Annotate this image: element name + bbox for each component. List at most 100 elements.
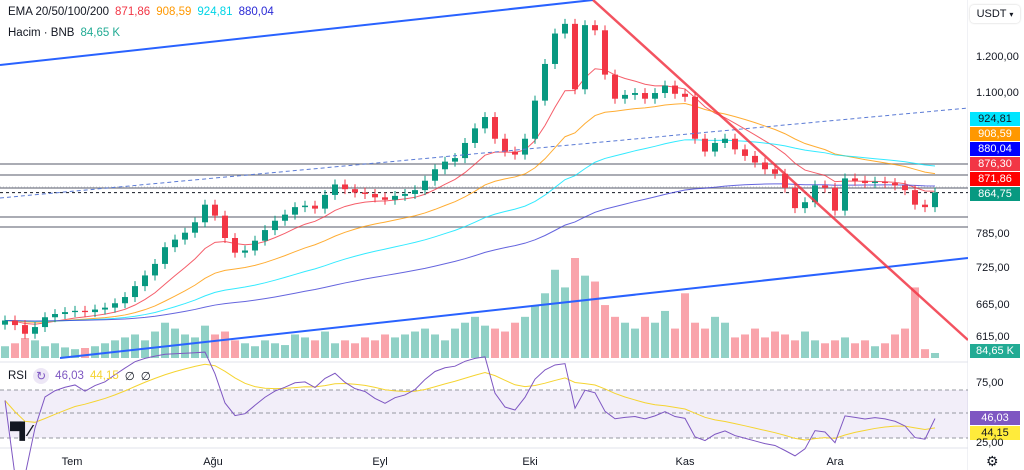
price-badge: 908,59 <box>970 127 1020 141</box>
candle-body <box>332 184 338 195</box>
candle-body <box>502 138 508 152</box>
candle-body <box>72 310 78 313</box>
candle-body <box>642 93 648 99</box>
volume-bar <box>61 347 69 358</box>
volume-bar <box>321 331 329 358</box>
volume-bar <box>701 328 709 358</box>
ema200-value: 880,04 <box>238 6 274 18</box>
volume-bar <box>181 334 189 358</box>
ema20-value: 871,86 <box>115 6 151 18</box>
volume-value: 84,65 K <box>80 27 121 39</box>
candle-body <box>882 181 888 184</box>
volume-bar <box>221 331 229 358</box>
candle-body <box>602 30 608 75</box>
volume-bar <box>11 343 19 358</box>
candle-body <box>692 96 698 139</box>
price-tick: 1.100,00 <box>976 87 1019 99</box>
volume-bar <box>71 349 79 358</box>
volume-bar <box>901 328 909 358</box>
candle-body <box>152 263 158 276</box>
volume-bar <box>841 337 849 358</box>
volume-bar <box>451 328 459 358</box>
candle-body <box>612 74 618 99</box>
candle-body <box>402 193 408 196</box>
ema200-line <box>4 183 936 322</box>
volume-bar <box>541 293 549 358</box>
volume-bar <box>301 337 309 358</box>
volume-bar <box>241 343 249 358</box>
volume-bar <box>731 337 739 358</box>
candle-body <box>342 184 348 190</box>
candle-body <box>272 220 278 231</box>
volume-bar <box>331 343 339 358</box>
volume-bar <box>271 343 279 358</box>
volume-bar <box>171 328 179 358</box>
rsi-legend: RSI ↻ 46,03 44,15 ∅ ∅ <box>8 368 151 384</box>
candle-body <box>682 93 688 97</box>
price-badge: 864,75 <box>970 187 1020 201</box>
volume-bar <box>121 337 129 358</box>
candle-body <box>782 173 788 188</box>
volume-bar <box>401 334 409 358</box>
candle-body <box>832 187 838 211</box>
volume-bar <box>251 346 259 358</box>
volume-bar <box>501 331 509 358</box>
rsi-band <box>0 390 968 438</box>
candle-body <box>362 192 368 194</box>
candle-body <box>312 205 318 209</box>
currency-button[interactable]: USDT ▾ <box>970 5 1020 23</box>
candle-body <box>172 239 178 248</box>
candle-body <box>222 215 228 239</box>
candle-body <box>192 222 198 233</box>
volume-bar <box>761 337 769 358</box>
volume-bar <box>391 337 399 358</box>
price-tick: 785,00 <box>976 228 1010 240</box>
volume-bar <box>721 322 729 358</box>
rsi-tick: 25,00 <box>976 437 1004 449</box>
candle-body <box>482 117 488 129</box>
volume-bar <box>41 346 49 358</box>
volume-bar <box>931 353 939 358</box>
candle-body <box>852 178 858 181</box>
volume-bar <box>851 343 859 358</box>
price-chart[interactable] <box>0 0 968 470</box>
candle-body <box>322 194 328 209</box>
candle-body <box>132 286 138 298</box>
candle-body <box>892 183 898 186</box>
volume-bar <box>431 334 439 358</box>
candle-body <box>672 85 678 94</box>
candle-body <box>212 204 218 216</box>
volume-bar <box>341 340 349 358</box>
volume-bar <box>581 275 589 358</box>
candle-body <box>742 149 748 156</box>
candle-body <box>162 247 168 264</box>
candle-body <box>872 181 878 184</box>
volume-bar <box>291 334 299 358</box>
volume-bar <box>531 305 539 358</box>
candle-body <box>52 314 58 318</box>
volume-bar <box>821 343 829 358</box>
candle-body <box>432 169 438 181</box>
rsi-extra-2: ∅ <box>140 371 151 383</box>
settings-gear-icon[interactable]: ⚙ <box>986 453 999 469</box>
candle-body <box>802 202 808 209</box>
time-tick: Ara <box>826 456 844 468</box>
time-tick: Tem <box>61 456 83 468</box>
tradingview-logo[interactable]: ▀▌⁄ <box>10 423 31 440</box>
candle-body <box>412 190 418 194</box>
rsi-settings-icon[interactable]: ↻ <box>33 368 50 384</box>
rsi-line <box>4 351 936 470</box>
candle-body <box>22 325 28 334</box>
ema-legend: EMA 20/50/100/200 871,86 908,59 924,81 8… <box>8 6 274 18</box>
candle-body <box>32 327 38 334</box>
candle-body <box>112 303 118 308</box>
volume-bar <box>561 287 569 358</box>
volume-bar <box>551 269 559 358</box>
volume-bar <box>801 331 809 358</box>
volume-bar <box>711 316 719 358</box>
candle-body <box>932 192 938 208</box>
volume-bar <box>921 349 929 358</box>
candle-body <box>452 158 458 162</box>
candle-body <box>282 214 288 221</box>
candle-body <box>142 275 148 287</box>
